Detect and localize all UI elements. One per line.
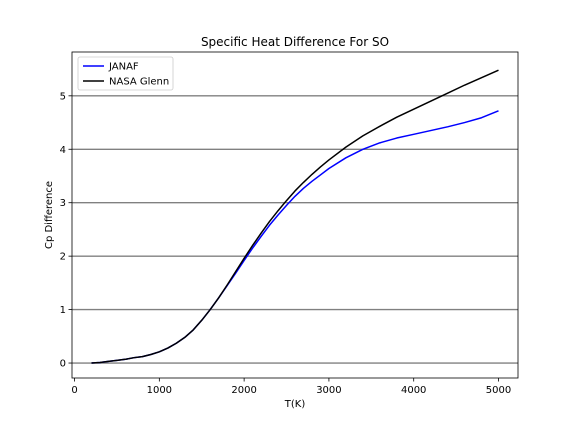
x-tick-label-2: 2000 (231, 385, 256, 396)
axis-ticks: 0 1 2 3 4 5 0 1000 2000 3000 4000 5000 (60, 91, 512, 396)
y-tick-label-0: 0 (60, 359, 66, 370)
legend-label-janaf: JANAF (108, 62, 139, 73)
legend-label-nasa-glenn: NASA Glenn (109, 77, 169, 88)
grid-lines (72, 95, 518, 364)
chart-title: Specific Heat Difference For SO (201, 35, 389, 49)
y-tick-label-4: 4 (60, 145, 66, 156)
y-tick-label-1: 1 (60, 305, 66, 316)
x-axis-label: T(K) (284, 399, 306, 410)
y-tick-label-3: 3 (60, 198, 66, 209)
x-tick-label-3: 3000 (316, 385, 341, 396)
x-tick-label-0: 0 (71, 385, 77, 396)
plot-frame (71, 51, 519, 379)
series-line-nasa-glenn (91, 69, 499, 364)
x-tick-label-4: 4000 (401, 385, 426, 396)
y-tick-label-2: 2 (60, 252, 66, 263)
x-tick-label-5: 5000 (486, 385, 511, 396)
series-lines (91, 69, 499, 364)
legend: JANAF NASA Glenn (77, 56, 174, 91)
x-tick-label-1: 1000 (147, 385, 172, 396)
y-tick-label-5: 5 (60, 91, 66, 102)
y-axis-label: Cp Difference (44, 181, 55, 249)
plot-area (72, 52, 518, 378)
